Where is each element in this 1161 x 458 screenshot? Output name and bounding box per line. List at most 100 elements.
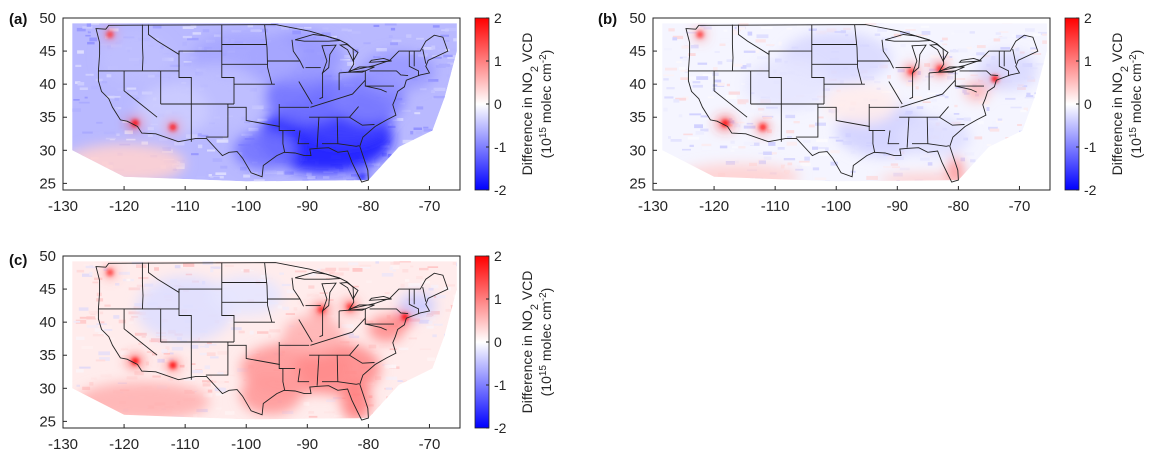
noise-pixel bbox=[771, 152, 777, 155]
noise-pixel bbox=[787, 162, 793, 166]
noise-pixel bbox=[430, 317, 436, 322]
noise-pixel bbox=[363, 320, 374, 324]
noise-pixel bbox=[375, 376, 382, 380]
noise-pixel bbox=[115, 283, 120, 286]
noise-pixel bbox=[227, 321, 236, 324]
noise-pixel bbox=[969, 31, 975, 34]
noise-pixel bbox=[430, 311, 440, 315]
state-border bbox=[309, 106, 359, 118]
noise-pixel bbox=[75, 64, 82, 67]
noise-pixel bbox=[100, 321, 105, 324]
hotspot bbox=[696, 31, 704, 38]
state-border bbox=[349, 116, 375, 126]
noise-pixel bbox=[344, 55, 351, 58]
x-tick-label: -130 bbox=[638, 198, 668, 215]
y-tick-label: 40 bbox=[39, 314, 56, 331]
noise-pixel bbox=[797, 23, 807, 28]
noise-pixel bbox=[1020, 109, 1027, 113]
noise-pixel bbox=[843, 27, 851, 30]
noise-pixel bbox=[426, 325, 434, 329]
state-border bbox=[291, 277, 305, 307]
x-tick-label: -90 bbox=[296, 436, 318, 453]
noise-pixel bbox=[1035, 63, 1047, 66]
noise-pixel bbox=[728, 91, 740, 95]
noise-pixel bbox=[297, 301, 301, 305]
noise-pixel bbox=[293, 307, 298, 311]
noise-pixel bbox=[672, 35, 684, 40]
noise-pixel bbox=[921, 31, 931, 35]
noise-pixel bbox=[399, 261, 411, 263]
noise-pixel bbox=[741, 83, 746, 85]
noise-pixel bbox=[307, 176, 316, 179]
noise-pixel bbox=[445, 27, 457, 32]
noise-pixel bbox=[414, 112, 421, 115]
noise-pixel bbox=[738, 146, 746, 149]
noise-pixel bbox=[419, 267, 429, 271]
noise-pixel bbox=[944, 76, 948, 79]
noise-pixel bbox=[682, 148, 691, 151]
noise-pixel bbox=[247, 271, 259, 275]
noise-pixel bbox=[371, 163, 381, 168]
noise-pixel bbox=[947, 72, 958, 75]
noise-pixel bbox=[159, 138, 168, 141]
noise-pixel bbox=[440, 34, 449, 37]
noise-pixel bbox=[812, 146, 819, 150]
noise-pixel bbox=[393, 261, 400, 265]
noise-pixel bbox=[750, 142, 760, 146]
noise-pixel bbox=[738, 23, 749, 26]
colorbar-tick-label: 0 bbox=[1084, 96, 1092, 112]
noise-pixel bbox=[295, 267, 307, 270]
noise-pixel bbox=[183, 61, 192, 63]
noise-pixel bbox=[433, 323, 443, 326]
y-tick-label: 35 bbox=[39, 109, 56, 126]
noise-pixel bbox=[217, 372, 224, 375]
noise-pixel bbox=[152, 25, 162, 29]
noise-pixel bbox=[663, 74, 675, 77]
noise-pixel bbox=[222, 136, 228, 140]
great-lake bbox=[348, 304, 375, 311]
state-border bbox=[881, 39, 895, 69]
noise-pixel bbox=[375, 261, 379, 264]
noise-pixel bbox=[1019, 51, 1025, 54]
noise-pixel bbox=[115, 107, 122, 110]
state-border bbox=[319, 310, 324, 338]
noise-pixel bbox=[887, 155, 895, 160]
noise-pixel bbox=[415, 131, 423, 135]
noise-pixel bbox=[248, 127, 259, 132]
noise-pixel bbox=[895, 156, 904, 160]
state-border bbox=[899, 106, 949, 118]
noise-pixel bbox=[389, 301, 393, 305]
state-border bbox=[731, 24, 734, 71]
noise-pixel bbox=[351, 47, 360, 50]
noise-pixel bbox=[397, 380, 404, 382]
noise-pixel bbox=[933, 105, 938, 109]
state-border bbox=[316, 117, 320, 148]
noise-pixel bbox=[275, 338, 281, 342]
noise-pixel bbox=[365, 165, 374, 168]
noise-pixel bbox=[680, 69, 690, 72]
noise-pixel bbox=[834, 140, 841, 144]
noise-pixel bbox=[951, 32, 955, 35]
hotspot bbox=[991, 75, 999, 83]
noise-pixel bbox=[99, 311, 104, 315]
noise-pixel bbox=[786, 130, 795, 134]
noise-pixel bbox=[690, 44, 699, 49]
noise-pixel bbox=[447, 57, 457, 59]
noise-pixel bbox=[431, 89, 435, 93]
noise-pixel bbox=[145, 361, 149, 366]
noise-pixel bbox=[717, 82, 725, 86]
state-border bbox=[369, 308, 409, 315]
noise-pixel bbox=[777, 147, 785, 150]
noise-pixel bbox=[924, 63, 931, 67]
noise-pixel bbox=[812, 167, 820, 171]
noise-pixel bbox=[75, 319, 87, 324]
state-border bbox=[854, 24, 863, 85]
noise-pixel bbox=[104, 304, 111, 307]
noise-pixel bbox=[110, 337, 115, 340]
noise-pixel bbox=[141, 141, 148, 145]
noise-pixel bbox=[825, 91, 835, 94]
noise-pixel bbox=[986, 144, 992, 146]
noise-pixel bbox=[960, 157, 965, 162]
state-border bbox=[768, 51, 782, 142]
noise-pixel bbox=[399, 347, 409, 351]
